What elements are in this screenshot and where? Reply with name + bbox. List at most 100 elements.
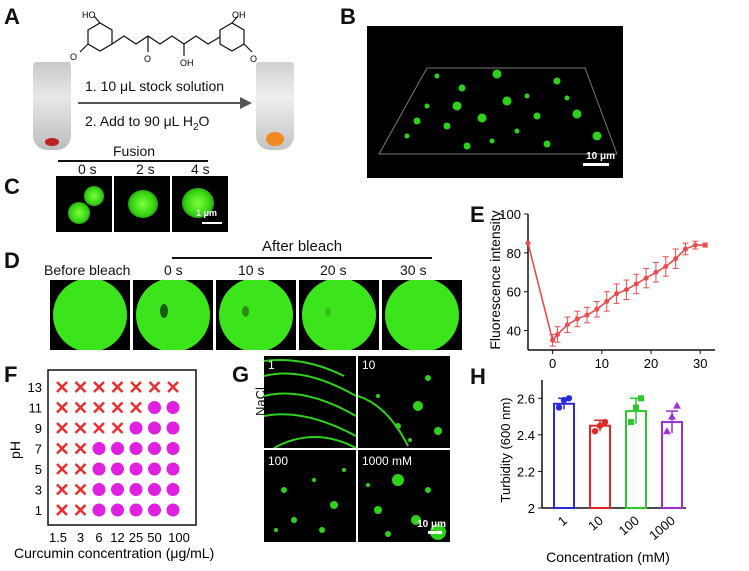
h-xtick-label: 100 [616,513,642,538]
tile-label-10: 10 [362,358,376,372]
h-data-point [591,428,599,435]
f-ytick-label: 5 [35,462,42,477]
bleach-frame-0s [133,280,213,350]
h-data-point [555,404,563,411]
tile-label-100: 100 [268,454,289,468]
micrograph-nacl-1000: 1000 mM 10 μm [358,450,450,542]
structure-label-ho: HO [82,10,96,20]
f-mark-dot [129,503,143,517]
droplet [572,109,582,119]
f-mark-cross [93,422,105,434]
f-mark-cross [74,463,87,475]
droplet [424,103,430,109]
structure-label-o-left: O [70,52,77,62]
scale-label-g: 10 μm [417,519,446,530]
f-mark-cross [56,401,68,414]
tile-label-1000: 1000 mM [362,454,413,468]
h-bar [661,421,683,509]
e-ylabel: Fluorescence intensity [487,210,503,349]
f-mark-cross [56,442,68,455]
f-mark-dot [92,483,106,496]
f-mark-cross [56,483,68,496]
droplet [514,128,520,134]
e-data-point [682,246,688,252]
panel-label-c: C [4,174,20,199]
f-ylabel: pH [7,441,23,459]
f-mark-cross [93,401,105,414]
tube-after-photo [256,62,294,150]
bleach-frame-before [50,280,130,350]
fusion-frame-4s: 1 μm [172,176,228,232]
structure-label-o-right: O [250,54,257,64]
panel-label-e: E [470,202,485,227]
bleach-time-0: 0 s [164,262,183,278]
fusion-time-4: 4 s [191,161,210,177]
fusion-frame-0s [56,176,112,232]
f-ytick-label: 7 [35,442,42,457]
f-ytick-label: 13 [28,380,42,395]
bleach-time-20: 20 s [320,262,347,278]
e-data-point [643,275,649,281]
after-bleach-title: After bleach [262,238,343,255]
f-mark-cross [56,422,68,434]
e-data-point [702,242,708,248]
panel-label-b: B [340,4,356,29]
fusion-title: Fusion [113,143,156,159]
droplet [404,133,410,139]
f-mark-dot [148,483,161,496]
f-mark-dot [129,421,143,435]
micrograph-nacl-1: 1 [264,356,356,448]
f-mark-dot [92,503,106,517]
f-mark-dot [148,401,161,414]
process-arrow [78,97,252,109]
panel-label-f: F [4,362,18,387]
h-data-point [628,419,634,426]
f-mark-dot [111,442,124,455]
f-mark-dot [129,483,143,496]
h-ytick-label: 2.2 [517,464,535,479]
e-data-point [653,269,659,275]
f-mark-dot [148,462,161,476]
f-xtick-label: 1.5 [49,530,67,545]
f-mark-cross [111,422,124,434]
orange-solution [266,132,284,146]
h-data-point [560,396,568,404]
h-ytick-label: 2.6 [517,391,535,406]
h-data-point [668,412,676,420]
f-mark-cross [111,381,124,393]
panel-label-g: G [232,362,250,387]
e-data-point [673,256,679,262]
e-xtick-label: 0 [549,356,556,370]
e-data-point [525,240,531,246]
f-mark-cross [56,381,68,393]
droplet [524,93,530,99]
f-mark-dot [92,462,106,476]
e-data-point [692,242,698,248]
f-ytick-label: 3 [35,483,42,498]
f-mark-dot [111,462,124,476]
f-mark-cross [167,381,179,393]
scale-bar-g [428,531,442,534]
f-mark-dot [148,442,161,455]
droplet [533,112,541,120]
f-mark-dot [166,503,180,517]
h-xlabel: Concentration (mM) [546,549,670,565]
confocal-3d-image: 10 μm [367,26,623,178]
e-data-point [584,312,590,318]
e-ytick-label: 80 [507,246,521,261]
h-ytick-label: 2 [528,501,535,516]
scale-label-c: 1 μm [196,208,218,218]
droplet [452,101,462,111]
droplet [463,142,471,150]
f-xlabel: Curcumin concentration (μg/mL) [14,545,214,561]
h-data-point [633,404,639,411]
f-ytick-label: 9 [35,421,42,436]
f-mark-dot [166,462,180,476]
droplet [564,95,570,101]
before-bleach-label: Before bleach [44,262,131,278]
bleach-time-30: 30 s [400,262,427,278]
f-mark-cross [74,504,87,516]
fusion-time-2: 2 s [136,161,155,177]
scale-bar-c [202,222,222,224]
bleach-time-10: 10 s [238,262,265,278]
